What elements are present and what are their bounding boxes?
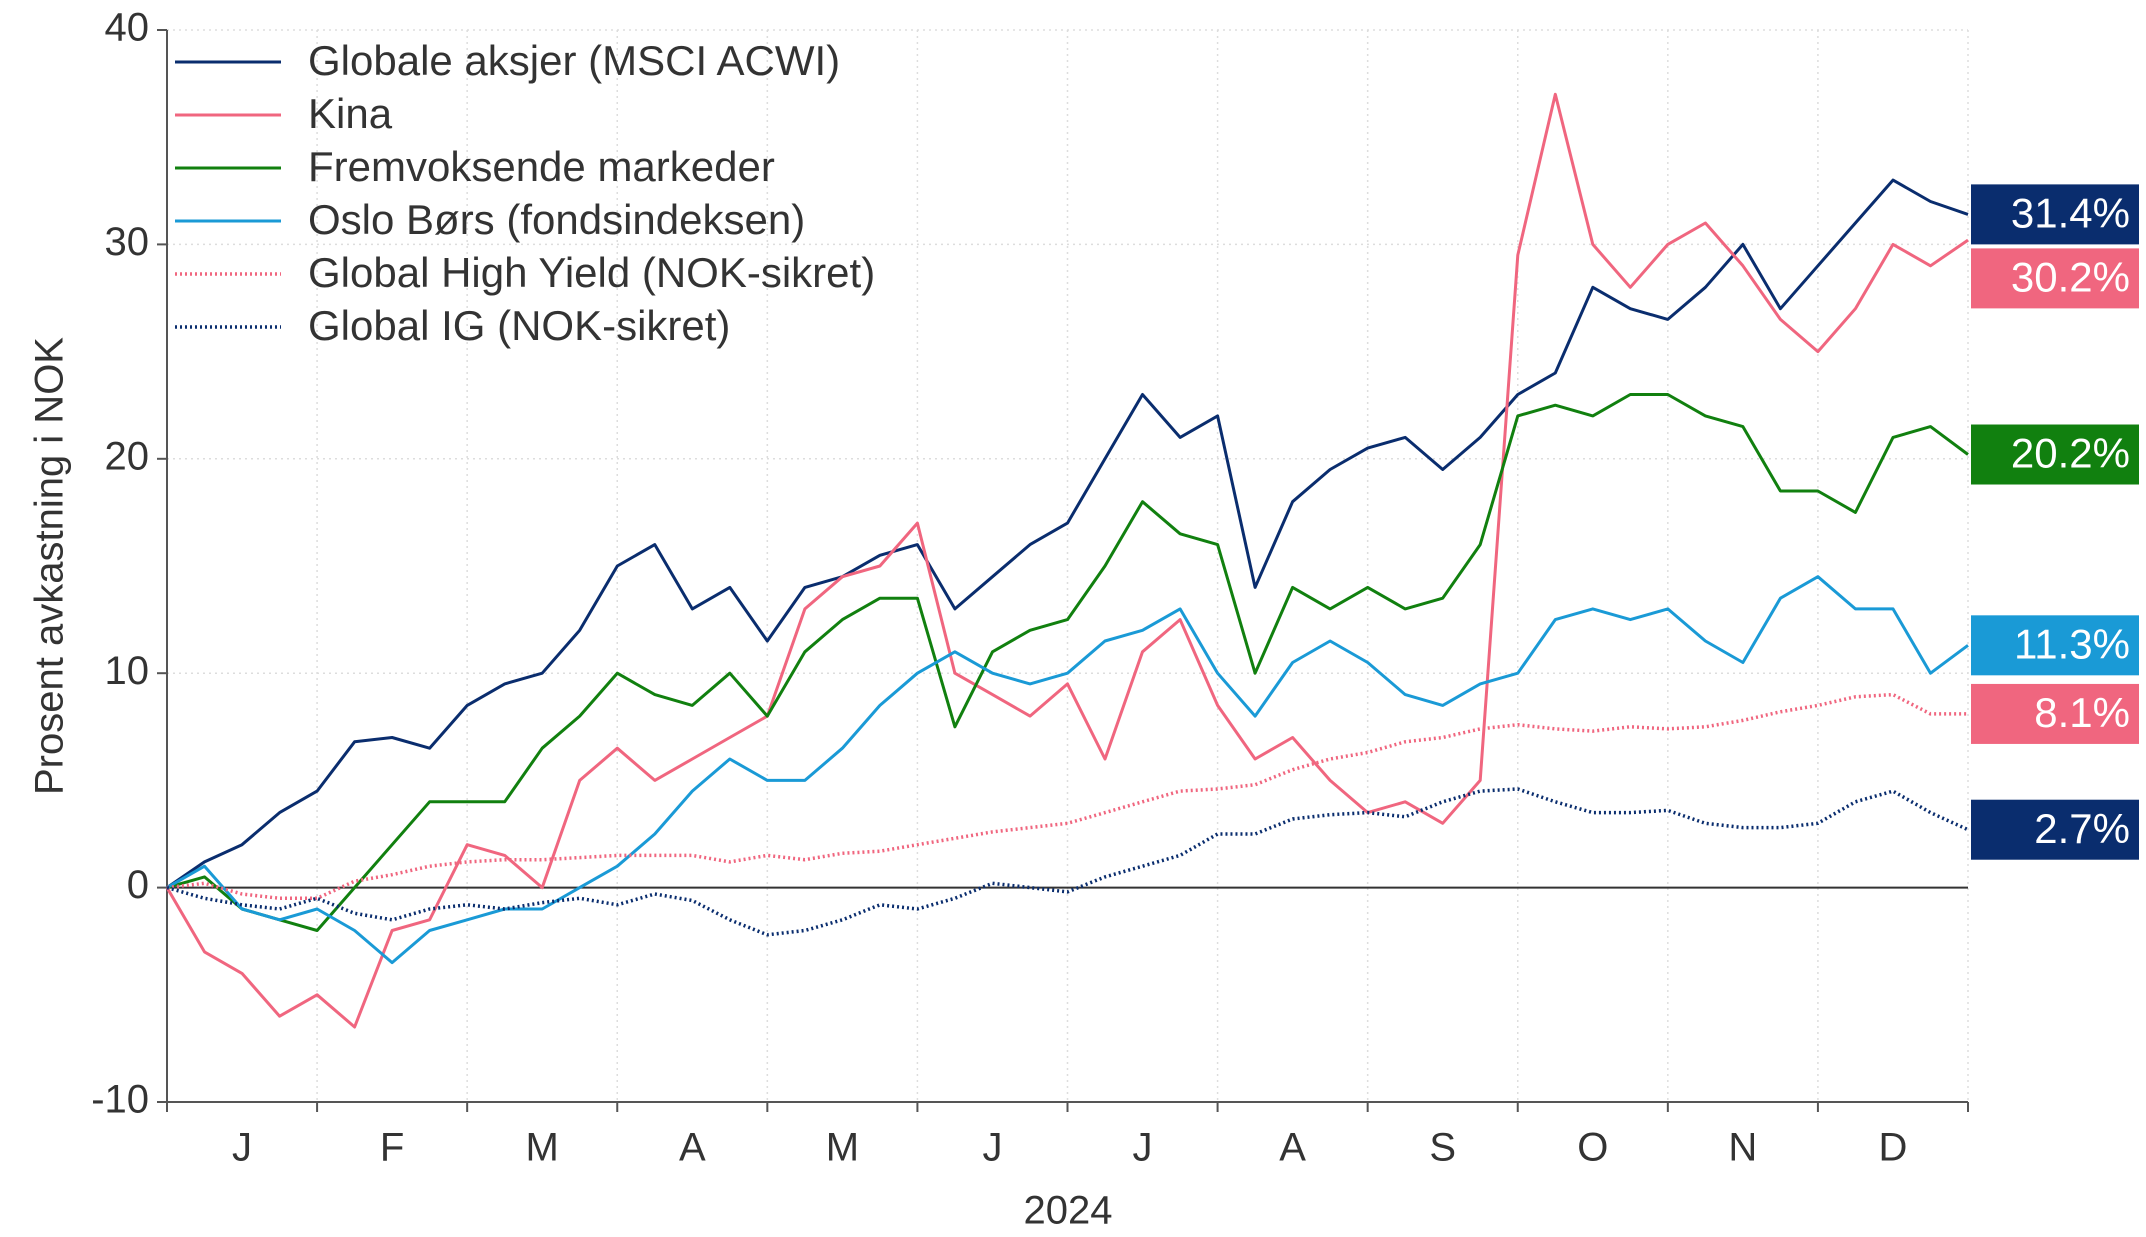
- x-tick-label: O: [1577, 1126, 1608, 1170]
- series-line: [166, 575, 1969, 965]
- y-tick-label: -10: [91, 1078, 149, 1122]
- x-tick-label: N: [1728, 1126, 1757, 1170]
- end-label: 2.7%: [2034, 805, 2130, 852]
- end-label-box: [1971, 184, 2139, 245]
- legend-label: Global IG (NOK-sikret): [308, 302, 730, 349]
- end-label: 8.1%: [2034, 689, 2130, 736]
- legend-label: Oslo Børs (fondsindeksen): [308, 196, 805, 243]
- legend-label: Fremvoksende markeder: [308, 143, 775, 190]
- end-label-box: [1971, 799, 2139, 860]
- x-axis-label: 2024: [1024, 1189, 1113, 1233]
- x-tick-label: F: [380, 1126, 404, 1170]
- legend-label: Globale aksjer (MSCI ACWI): [308, 37, 840, 84]
- end-label-box: [1971, 248, 2139, 309]
- y-tick-label: 30: [105, 220, 150, 264]
- y-tick-label: 20: [105, 434, 150, 478]
- end-label: 31.4%: [2011, 189, 2130, 236]
- end-label-box: [1971, 683, 2139, 744]
- x-tick-label: J: [232, 1126, 252, 1170]
- y-axis-label: Prosent avkastning i NOK: [28, 337, 72, 795]
- series-line: [166, 692, 1968, 901]
- y-tick-label: 0: [127, 863, 149, 907]
- x-tick-label: J: [1133, 1126, 1153, 1170]
- x-tick-label: A: [1279, 1126, 1306, 1170]
- end-label: 20.2%: [2011, 430, 2130, 477]
- legend-label: Kina: [308, 90, 393, 137]
- y-tick-label: 10: [105, 649, 150, 693]
- series-line: [166, 178, 1969, 889]
- series-line: [165, 92, 1969, 1029]
- x-tick-label: D: [1879, 1126, 1908, 1170]
- end-label-box: [1971, 424, 2139, 485]
- series-line: [166, 393, 1969, 932]
- x-tick-label: A: [679, 1126, 706, 1170]
- legend-label: Global High Yield (NOK-sikret): [308, 249, 875, 296]
- end-label: 30.2%: [2011, 253, 2130, 300]
- end-label-box: [1971, 615, 2139, 676]
- x-tick-label: M: [826, 1126, 859, 1170]
- y-tick-label: 40: [105, 6, 150, 50]
- x-tick-label: J: [982, 1126, 1002, 1170]
- series-line: [166, 787, 1969, 937]
- end-label: 11.3%: [2014, 620, 2130, 667]
- x-tick-label: M: [526, 1126, 559, 1170]
- x-tick-label: S: [1429, 1126, 1456, 1170]
